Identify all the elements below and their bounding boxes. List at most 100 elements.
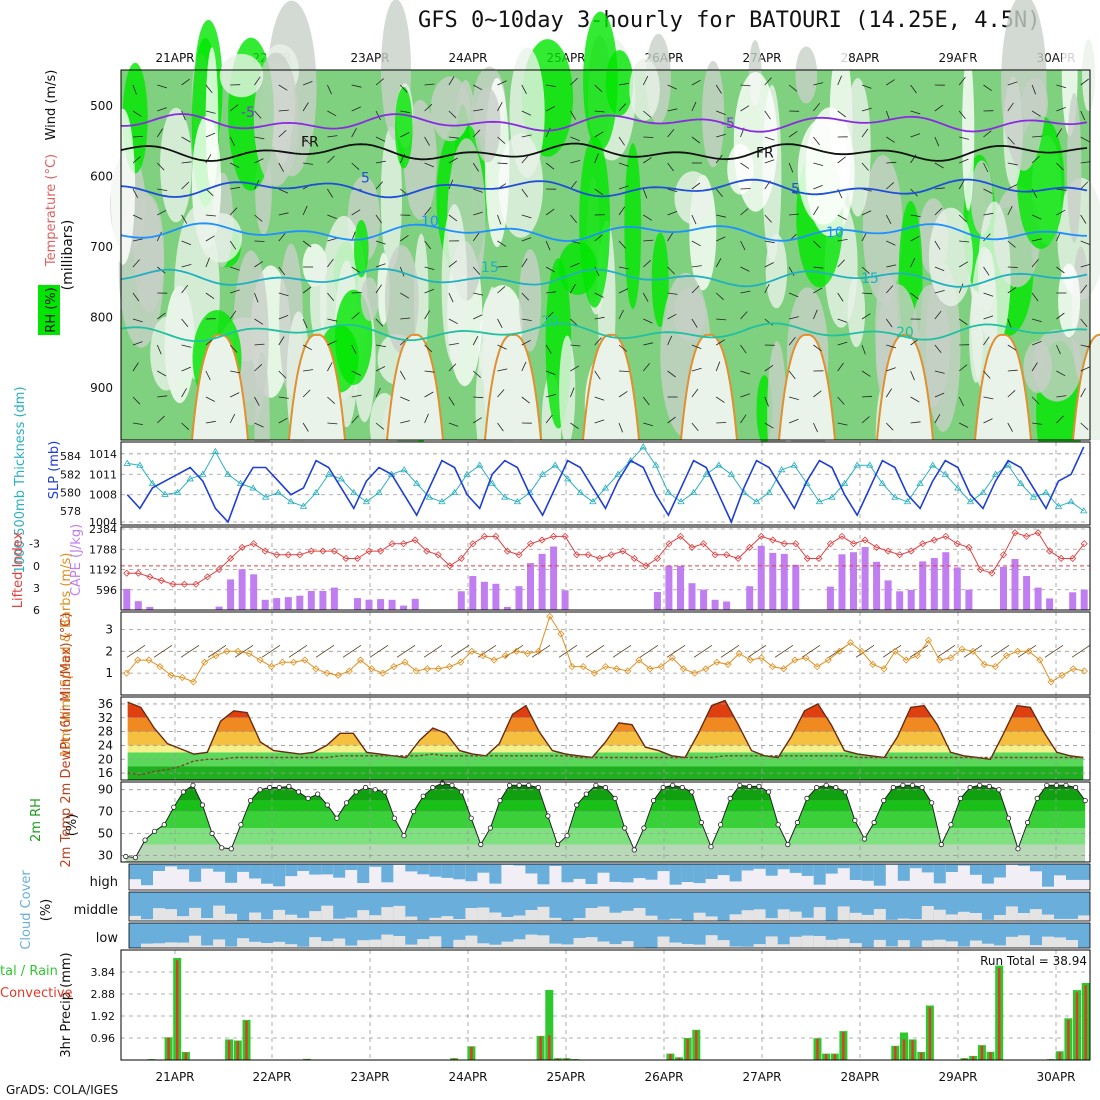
wind-barb [181,284,189,294]
wind-barb [278,370,287,379]
cloud-gap-bar [477,943,490,948]
lifted-index-marker [503,547,512,555]
thickness-marker [438,497,446,505]
wind-barb [861,266,870,274]
rh-marker [593,782,599,788]
rh-marker [526,782,532,788]
wind-barb [667,335,673,346]
wind-barb [910,235,920,242]
wind-speed-marker [769,663,777,671]
precip-convective-bar [452,1058,456,1060]
cape-bar [873,561,881,610]
cloud-gap-bar [441,916,454,921]
cloud-high-bar [981,864,994,884]
cloud-gap-bar [261,943,274,948]
wind-barb [885,110,891,121]
wind-barb [570,318,578,327]
lifted-index-marker [861,536,869,544]
rh-tick-label: 70 [98,805,113,819]
cloud-gap-bar [945,941,958,948]
wind-barb [788,418,799,424]
cloud-high-bar [249,864,262,879]
wind-speed-marker [267,663,275,671]
wind-barb [1080,318,1088,327]
wind-barb [558,644,578,658]
wind-barb [473,314,483,320]
thickness-marker [677,497,685,505]
cloud-gap-bar [741,946,754,948]
cloud-gap-bar [213,939,226,948]
wind-barb [958,396,964,407]
wind-barb [764,136,775,141]
cloud-gap-bar [873,909,886,921]
cloud-gap-bar [621,910,634,921]
rh-marker [487,825,493,831]
wind-barb [254,240,265,242]
lifted-index-marker [826,540,835,548]
rh-patch [733,71,778,212]
rh-marker [794,819,801,826]
wind-barb [813,240,821,249]
wind-barb [424,206,432,216]
wind-barb [618,266,629,270]
cloud-gap-bar [645,915,658,921]
lifted-index-marker [192,580,200,588]
wind-speed-marker [724,660,732,668]
lifted-index-marker [134,569,142,577]
lifted-index-marker [469,540,477,548]
wind-barb [618,240,626,249]
precip-tick-label: 1.92 [91,1010,116,1023]
wind-barb [909,644,929,658]
wind-barb [205,370,211,381]
cape-bar [538,553,546,610]
wind-speed-marker [646,665,654,673]
wind-barb [278,84,288,91]
wind-barb [1007,344,1017,351]
cape-bar [700,589,708,610]
wind-barb [1007,81,1018,86]
rh-marker [1053,782,1060,788]
chart-title: GFS 0~10day 3-hourly for BATOURI (14.25E… [418,8,1041,33]
cloud-gap-bar [1078,915,1090,921]
wind-barb [643,110,652,118]
rh-band [125,811,1086,829]
wind-barb [180,644,200,658]
thickness-marker [840,479,849,486]
wind-barb [910,214,921,217]
wind-barb [594,337,602,346]
wind-barb [254,396,260,406]
wind-barb [1007,136,1015,145]
cloud-gap-bar [765,918,778,921]
wind-barb [327,318,338,322]
wind-barb [643,157,652,164]
wind-barb [570,160,581,164]
cloud-high-bar [933,864,946,884]
cloud-gap-bar [909,947,922,948]
wind-barb [618,136,625,146]
precip-tick-label: 3.84 [91,966,116,979]
rh-marker [670,782,676,788]
convective-plume [778,333,836,441]
thickness-marker [123,459,131,466]
isotherm-line [120,222,1088,242]
convective-plume [1072,333,1100,441]
cape-bar [688,583,696,610]
rh-tick-label: 50 [98,827,113,841]
cape-bar [296,595,304,610]
precip-convective-bar [911,1040,914,1060]
wind-barb [983,130,992,138]
rh-marker [324,802,330,808]
wind-barb [497,102,503,112]
wind-barb [715,258,722,268]
wind-barb [691,388,699,398]
cloud-gap-bar [537,906,550,921]
wind-barb [740,414,747,424]
dewpoint-line [127,753,1084,776]
wind-barb [983,84,992,92]
wind-barb [740,84,751,87]
wind-barb [230,186,241,190]
wind-barb [667,292,678,295]
wind-barb [570,136,580,142]
wind-barb [473,109,484,112]
cloud-gap-bar [321,905,334,921]
